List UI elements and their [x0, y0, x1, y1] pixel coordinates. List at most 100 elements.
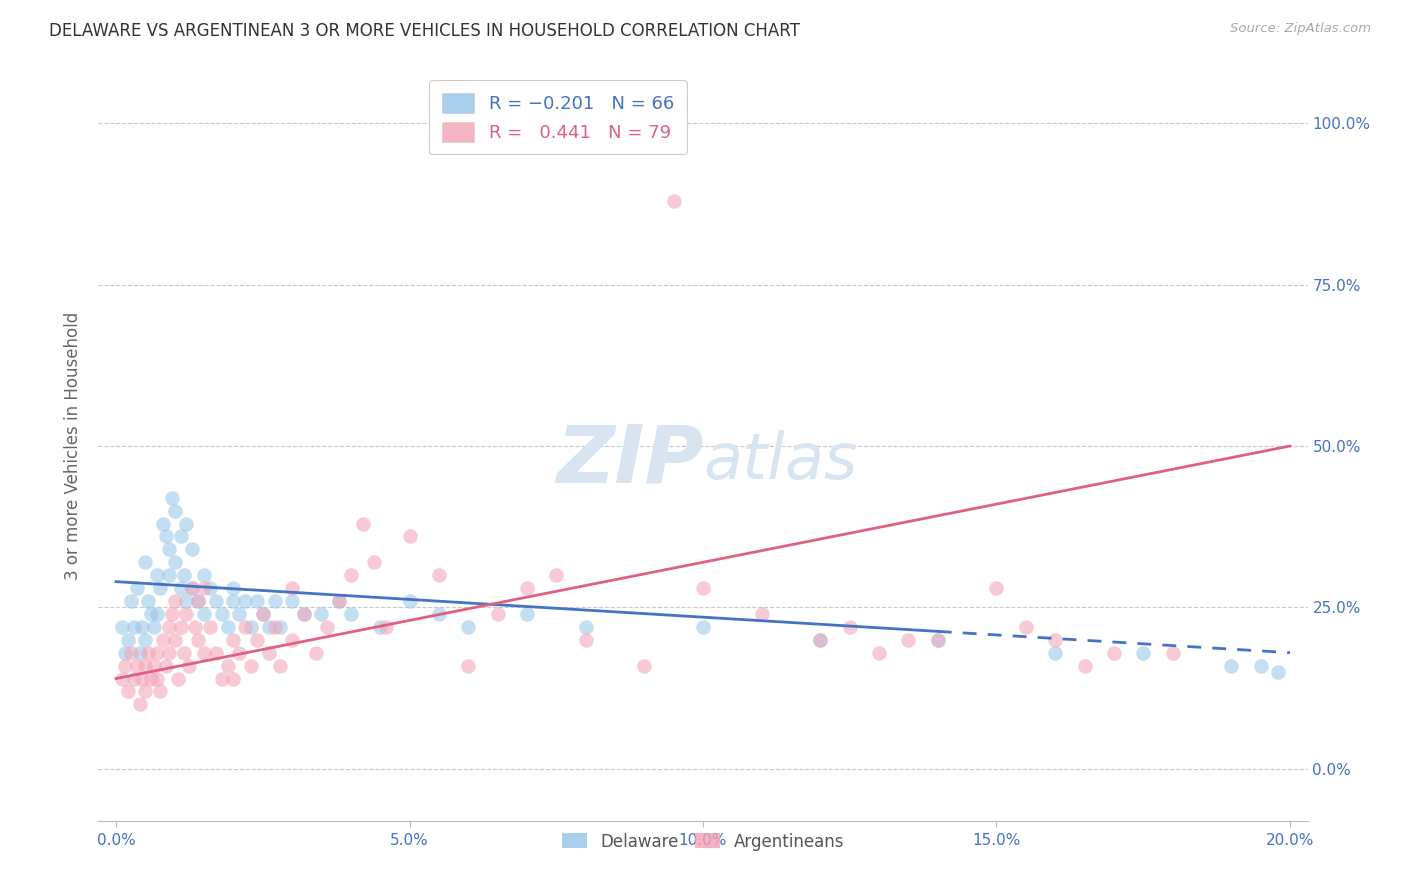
Point [176, 594, 198, 608]
Point [228, 646, 250, 660]
Text: atlas: atlas [703, 430, 858, 492]
Point [134, 632, 156, 647]
Point [163, 503, 186, 517]
Point [363, 555, 385, 569]
Point [1073, 658, 1095, 673]
Point [176, 516, 198, 531]
Point [173, 568, 195, 582]
Point [228, 607, 250, 621]
Point [217, 620, 239, 634]
Point [114, 658, 136, 673]
Point [311, 607, 333, 621]
Point [246, 594, 269, 608]
Point [187, 594, 209, 608]
Point [204, 646, 226, 660]
Point [692, 581, 714, 595]
Point [1015, 620, 1038, 634]
Point [169, 529, 191, 543]
Point [149, 684, 172, 698]
Point [304, 646, 326, 660]
Y-axis label: 3 or more Vehicles in Household: 3 or more Vehicles in Household [65, 312, 83, 580]
Point [181, 542, 204, 557]
Point [546, 568, 568, 582]
Point [240, 658, 263, 673]
Point [131, 620, 153, 634]
Point [1132, 646, 1154, 660]
Point [252, 607, 274, 621]
Point [281, 594, 304, 608]
Point [131, 672, 153, 686]
Point [692, 620, 714, 634]
Point [187, 632, 209, 647]
Point [281, 632, 304, 647]
Point [114, 646, 136, 660]
Text: ZIP: ZIP [555, 422, 703, 500]
Point [125, 581, 148, 595]
Point [193, 568, 215, 582]
Point [986, 581, 1008, 595]
Point [111, 620, 134, 634]
Point [187, 594, 209, 608]
Point [120, 646, 142, 660]
Point [163, 594, 186, 608]
Point [352, 516, 374, 531]
Point [181, 581, 204, 595]
Point [1102, 646, 1125, 660]
Text: Source: ZipAtlas.com: Source: ZipAtlas.com [1230, 22, 1371, 36]
Point [136, 646, 159, 660]
Point [263, 594, 285, 608]
Point [157, 542, 180, 557]
Point [398, 594, 420, 608]
Point [176, 607, 198, 621]
Point [122, 672, 145, 686]
Point [149, 581, 172, 595]
Point [160, 491, 183, 505]
Point [134, 658, 156, 673]
Point [169, 581, 191, 595]
Point [292, 607, 315, 621]
Point [211, 607, 233, 621]
Point [157, 568, 180, 582]
Point [233, 594, 256, 608]
Point [157, 646, 180, 660]
Point [134, 555, 156, 569]
Point [427, 568, 450, 582]
Point [152, 632, 174, 647]
Point [252, 607, 274, 621]
Point [173, 646, 195, 660]
Point [1043, 646, 1066, 660]
Point [111, 672, 134, 686]
Point [808, 632, 831, 647]
Text: DELAWARE VS ARGENTINEAN 3 OR MORE VEHICLES IN HOUSEHOLD CORRELATION CHART: DELAWARE VS ARGENTINEAN 3 OR MORE VEHICL… [49, 22, 800, 40]
Point [163, 632, 186, 647]
Point [141, 607, 163, 621]
Point [457, 658, 479, 673]
Point [122, 620, 145, 634]
Point [486, 607, 509, 621]
Point [427, 607, 450, 621]
Point [181, 581, 204, 595]
Point [516, 581, 538, 595]
Point [222, 594, 245, 608]
Point [155, 529, 177, 543]
Point [179, 658, 201, 673]
Point [169, 620, 191, 634]
Point [516, 607, 538, 621]
Point [281, 581, 304, 595]
Point [120, 594, 142, 608]
Point [575, 620, 598, 634]
Point [927, 632, 949, 647]
Point [927, 632, 949, 647]
Point [269, 658, 291, 673]
Point [163, 555, 186, 569]
Point [340, 607, 363, 621]
Point [193, 646, 215, 660]
Point [897, 632, 920, 647]
Point [240, 620, 263, 634]
Point [1161, 646, 1184, 660]
Point [257, 646, 280, 660]
Point [128, 698, 150, 712]
Point [575, 632, 598, 647]
Point [146, 646, 169, 660]
Point [838, 620, 860, 634]
